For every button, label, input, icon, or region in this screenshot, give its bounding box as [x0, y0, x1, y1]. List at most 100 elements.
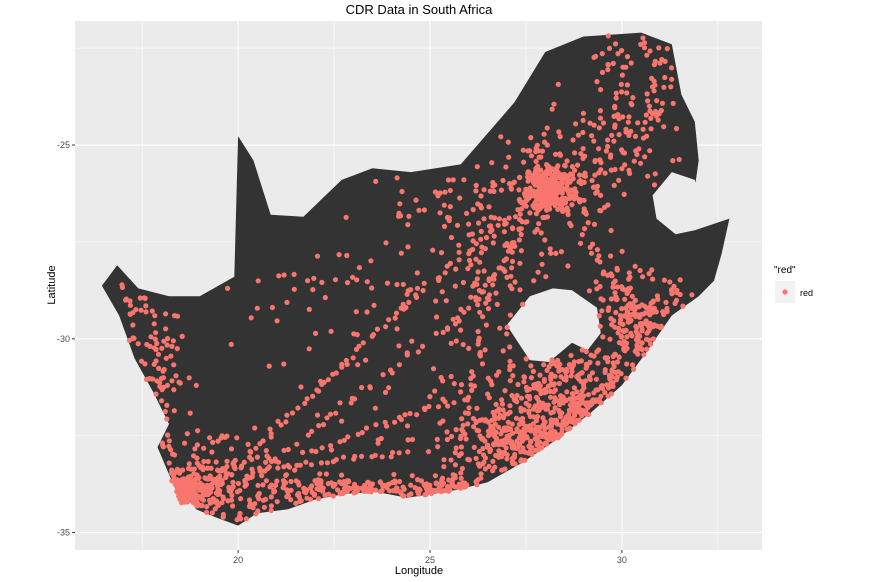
- data-point: [533, 418, 540, 424]
- data-point: [581, 209, 587, 215]
- data-point: [295, 405, 301, 411]
- data-point: [164, 416, 170, 422]
- data-point: [634, 346, 640, 352]
- data-point: [516, 435, 523, 441]
- data-point: [229, 492, 235, 498]
- data-point: [187, 410, 193, 416]
- data-point: [593, 387, 599, 393]
- data-point: [450, 177, 456, 183]
- data-point: [471, 424, 477, 430]
- data-point: [131, 335, 137, 341]
- data-point: [528, 175, 534, 181]
- data-point: [587, 244, 593, 250]
- data-point: [507, 367, 513, 373]
- data-point: [520, 301, 526, 307]
- data-point: [599, 51, 605, 57]
- data-point: [368, 258, 374, 264]
- data-point: [468, 294, 474, 300]
- data-point: [367, 385, 373, 391]
- data-point: [507, 344, 513, 350]
- data-point: [493, 401, 499, 407]
- data-point: [565, 211, 571, 218]
- data-point: [435, 275, 441, 281]
- data-point: [591, 138, 597, 144]
- data-point: [252, 501, 258, 507]
- data-point: [350, 355, 356, 361]
- data-point: [205, 458, 211, 465]
- data-point: [502, 388, 508, 394]
- data-point: [585, 392, 592, 398]
- data-point: [485, 306, 492, 312]
- data-point: [144, 341, 150, 348]
- data-point: [352, 453, 358, 459]
- data-point: [406, 299, 412, 305]
- data-point: [654, 293, 661, 299]
- data-point: [394, 175, 400, 181]
- data-point: [520, 147, 526, 153]
- data-point: [465, 266, 471, 272]
- data-point: [614, 359, 621, 365]
- data-point: [541, 362, 547, 368]
- data-point: [533, 149, 539, 155]
- data-point: [532, 403, 538, 409]
- data-point: [534, 226, 540, 233]
- data-point: [269, 304, 276, 311]
- data-point: [539, 185, 545, 191]
- data-point: [243, 516, 249, 522]
- data-point: [644, 346, 650, 352]
- data-point: [569, 402, 575, 408]
- data-point: [321, 379, 327, 385]
- data-point: [212, 499, 218, 505]
- data-point: [647, 312, 653, 318]
- data-point: [623, 375, 629, 381]
- data-point: [371, 302, 377, 308]
- data-point: [484, 443, 490, 449]
- data-point: [606, 45, 613, 52]
- data-point: [608, 381, 614, 387]
- data-point: [388, 454, 394, 460]
- data-point: [645, 173, 651, 179]
- data-point: [548, 422, 554, 428]
- data-point: [591, 122, 597, 128]
- data-point: [466, 232, 472, 238]
- data-point: [339, 361, 345, 367]
- data-point: [651, 62, 658, 68]
- data-point: [546, 163, 552, 169]
- data-point: [554, 398, 561, 404]
- data-point: [263, 496, 269, 502]
- data-point: [468, 375, 474, 381]
- data-point: [615, 51, 621, 57]
- data-point: [571, 385, 578, 391]
- data-point: [574, 389, 580, 395]
- data-point: [541, 131, 547, 137]
- data-point: [466, 405, 472, 411]
- data-point: [524, 219, 530, 225]
- data-point: [450, 472, 456, 478]
- data-point: [493, 435, 499, 441]
- data-point: [505, 411, 511, 417]
- data-point: [515, 381, 521, 388]
- data-point: [242, 479, 248, 485]
- data-point: [502, 268, 508, 274]
- data-point: [564, 389, 570, 395]
- data-point: [292, 467, 298, 473]
- data-point: [563, 377, 569, 383]
- data-point: [182, 440, 188, 446]
- data-point: [255, 482, 261, 488]
- data-point: [430, 366, 437, 372]
- data-point: [421, 207, 427, 213]
- data-point: [619, 89, 625, 95]
- data-point: [480, 314, 486, 320]
- data-point: [457, 195, 463, 201]
- data-point: [458, 382, 465, 388]
- data-point: [475, 461, 481, 467]
- data-point: [453, 266, 459, 272]
- data-point: [300, 449, 306, 455]
- data-point: [623, 64, 629, 70]
- data-point: [582, 173, 589, 179]
- data-point: [324, 415, 330, 421]
- data-point: [643, 336, 650, 342]
- data-point: [259, 473, 265, 479]
- data-point: [605, 393, 611, 399]
- data-point: [599, 69, 606, 75]
